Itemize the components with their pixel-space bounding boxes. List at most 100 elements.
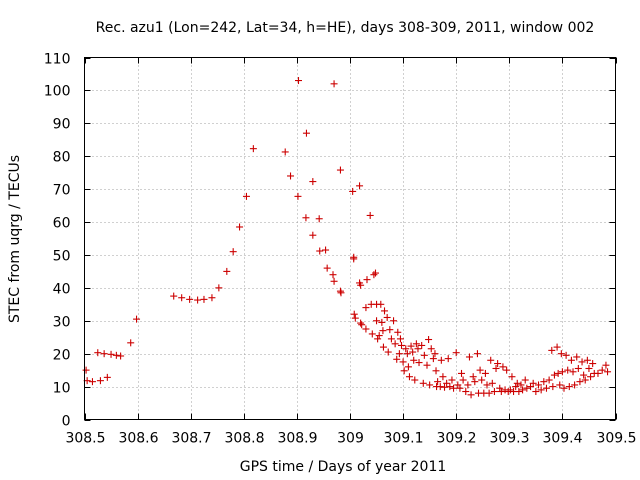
data-point [515,388,523,396]
data-point [565,383,573,391]
data-point [411,376,419,384]
data-point [602,361,610,369]
y-tick-label: 100 [44,84,71,100]
data-point [315,215,323,223]
data-point [512,383,520,391]
data-point [580,371,588,379]
data-point [373,317,381,325]
data-point [573,353,581,361]
chart-title: Rec. azu1 (Lon=242, Lat=34, h=HE), days … [96,20,595,36]
data-point [112,351,120,359]
data-point [450,384,458,392]
data-point [378,318,386,326]
y-tick-label: 110 [44,52,71,68]
data-point [387,335,395,343]
data-point [506,386,514,394]
x-axis-label: GPS time / Days of year 2011 [240,459,447,475]
data-point [133,315,141,323]
data-point [594,369,602,377]
data-point [127,339,135,347]
data-point [465,353,473,361]
data-point [409,348,417,356]
data-point [350,255,358,263]
data-point [350,310,358,318]
data-point [395,350,403,358]
data-point [488,379,496,387]
x-tick-label: 309.5 [596,431,636,447]
data-point [519,386,527,394]
data-point [469,373,477,381]
data-point [236,223,244,231]
data-point [386,326,394,334]
data-point [556,381,564,389]
data-point [558,368,566,376]
data-point [242,192,250,200]
data-point [420,351,428,359]
data-point [423,361,431,369]
data-point [215,284,223,292]
data-point [476,366,484,374]
data-point [400,367,408,375]
data-point [316,247,324,255]
data-point [499,363,507,371]
data-point [557,350,565,358]
data-point [437,356,445,364]
data-point [554,369,562,377]
data-point [412,340,420,348]
data-point [410,356,418,364]
data-point [471,378,479,386]
data-point [443,379,451,387]
data-point [362,325,370,333]
data-point [548,346,556,354]
data-point [375,332,383,340]
data-point [371,269,379,277]
data-point [223,267,231,275]
data-point [571,381,579,389]
data-point [379,343,387,351]
data-point [368,330,376,338]
data-point [117,352,125,360]
data-point [229,248,237,256]
data-point [494,360,502,368]
data-point [490,388,498,396]
data-point [492,364,500,372]
data-point [349,187,357,195]
data-point [374,335,382,343]
data-point [309,178,317,186]
x-tick-label: 309.4 [542,431,582,447]
data-point [425,336,433,344]
data-point [249,145,257,153]
data-point [96,377,104,385]
data-point [429,355,437,363]
data-point [483,381,491,389]
data-point [427,345,435,353]
data-point [357,281,365,289]
y-tick-label: 10 [53,381,71,397]
data-point [439,373,447,381]
data-point [564,366,572,374]
data-point [569,368,577,376]
data-point [107,350,115,358]
data-point [576,378,584,386]
data-point [523,384,531,392]
data-point [330,277,338,285]
data-point [418,341,426,349]
y-tick-label: 70 [53,183,71,199]
data-point [200,295,208,303]
data-point [497,388,505,396]
data-point [587,373,595,381]
data-point [581,376,589,384]
data-point [574,364,582,372]
data-point [370,271,378,279]
data-point [432,367,440,375]
data-point [415,359,423,367]
data-point [542,384,550,392]
data-point [467,391,475,399]
data-point [473,350,481,358]
data-point [357,319,365,327]
data-point [535,381,543,389]
data-point [379,327,387,335]
y-tick-label: 40 [53,282,71,298]
data-point [294,77,302,85]
data-point [462,388,470,396]
